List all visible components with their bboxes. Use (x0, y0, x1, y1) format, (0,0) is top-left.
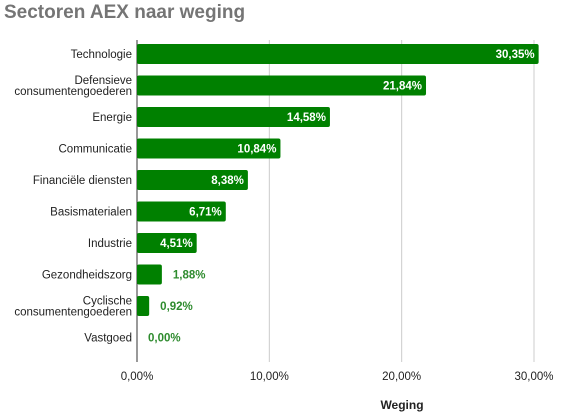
x-tick-label: 20,00% (382, 371, 421, 383)
bar (137, 44, 539, 64)
category-label: Financiële diensten (33, 175, 132, 187)
x-tick-label: 0,00% (121, 371, 154, 383)
value-label: 30,35% (496, 49, 535, 61)
bar (137, 233, 197, 253)
category-label: Cyclische consumentengoederen (14, 296, 132, 319)
bar (137, 296, 150, 316)
value-label: 0,92% (160, 301, 193, 313)
category-labels: Technologie Defensieve consumentengoederen… (14, 49, 132, 345)
bar (137, 75, 427, 96)
category-label: Industrie (88, 238, 132, 250)
x-axis-ticks: 0,00% 10,00% 20,00% 30,00% (121, 371, 554, 383)
value-label: 4,51% (160, 238, 193, 250)
x-tick-label: 10,00% (250, 371, 289, 383)
x-axis-title: Weging (380, 398, 423, 412)
bar (137, 201, 226, 222)
category-label: Defensieve consumentengoederen (14, 75, 132, 98)
value-label: 10,84% (237, 144, 276, 156)
bar (137, 264, 162, 285)
bar (137, 170, 248, 190)
value-label: 6,71% (189, 207, 222, 219)
category-label: Communicatie (59, 144, 133, 156)
bar (137, 138, 281, 159)
value-label: 8,38% (211, 175, 244, 187)
bar (137, 107, 330, 127)
category-label: Technologie (71, 49, 132, 61)
value-label: 1,88% (173, 270, 206, 282)
value-label: 21,84% (383, 81, 422, 93)
value-label: 0,00% (148, 333, 181, 345)
value-labels: 30,35% 21,84% 14,58% 10,84% 8,38% 6,71% 4,51% 1… (148, 49, 535, 345)
value-label: 14,58% (287, 112, 326, 124)
category-label: Vastgoed (84, 333, 132, 345)
bars (137, 44, 539, 316)
chart-title: Sectoren AEX naar weging (4, 2, 246, 23)
category-label: Gezondheidszorg (42, 270, 132, 282)
category-label: Energie (92, 112, 132, 124)
category-label: Basismaterialen (50, 207, 132, 219)
x-tick-label: 30,00% (514, 371, 553, 383)
